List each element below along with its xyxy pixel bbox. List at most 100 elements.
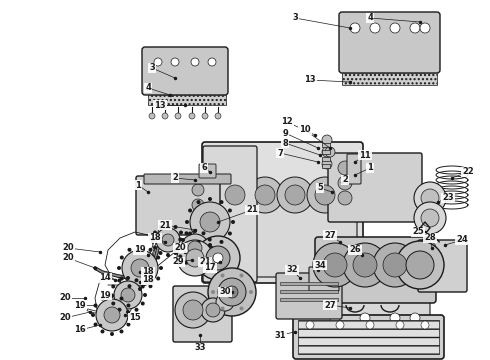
Circle shape bbox=[109, 293, 113, 297]
Text: 28: 28 bbox=[424, 234, 436, 243]
Circle shape bbox=[173, 225, 177, 229]
Circle shape bbox=[213, 253, 223, 263]
Circle shape bbox=[249, 290, 253, 294]
Circle shape bbox=[175, 113, 181, 119]
Circle shape bbox=[353, 253, 377, 277]
Circle shape bbox=[183, 300, 203, 320]
Circle shape bbox=[134, 278, 139, 282]
Circle shape bbox=[110, 332, 114, 336]
Text: 14: 14 bbox=[99, 274, 111, 283]
Circle shape bbox=[159, 266, 163, 270]
Circle shape bbox=[141, 302, 145, 306]
Circle shape bbox=[162, 234, 174, 246]
FancyBboxPatch shape bbox=[339, 12, 440, 73]
Circle shape bbox=[120, 276, 124, 280]
Circle shape bbox=[307, 177, 343, 213]
Circle shape bbox=[185, 220, 189, 224]
Circle shape bbox=[177, 240, 213, 276]
Text: 15: 15 bbox=[129, 314, 141, 323]
Circle shape bbox=[186, 249, 204, 267]
Circle shape bbox=[121, 288, 135, 302]
Circle shape bbox=[421, 189, 439, 207]
Circle shape bbox=[322, 135, 332, 145]
Text: 12: 12 bbox=[281, 117, 293, 126]
FancyBboxPatch shape bbox=[142, 47, 228, 95]
Circle shape bbox=[323, 253, 347, 277]
Circle shape bbox=[181, 238, 185, 242]
FancyBboxPatch shape bbox=[276, 273, 342, 319]
Circle shape bbox=[171, 58, 179, 66]
Circle shape bbox=[370, 23, 380, 33]
Text: 1: 1 bbox=[367, 163, 373, 172]
Circle shape bbox=[322, 147, 332, 157]
Circle shape bbox=[193, 229, 197, 233]
FancyBboxPatch shape bbox=[136, 176, 220, 235]
FancyBboxPatch shape bbox=[316, 293, 430, 352]
Circle shape bbox=[217, 177, 253, 213]
Circle shape bbox=[336, 321, 344, 329]
Circle shape bbox=[208, 238, 212, 242]
Circle shape bbox=[208, 243, 212, 247]
Circle shape bbox=[196, 236, 240, 280]
Text: 10: 10 bbox=[299, 126, 311, 135]
Circle shape bbox=[330, 313, 340, 323]
FancyBboxPatch shape bbox=[347, 154, 361, 184]
Circle shape bbox=[410, 313, 420, 323]
Text: 27: 27 bbox=[324, 301, 336, 310]
Text: 7: 7 bbox=[277, 148, 283, 158]
Circle shape bbox=[153, 246, 157, 249]
Circle shape bbox=[179, 230, 183, 234]
Circle shape bbox=[173, 251, 177, 255]
Circle shape bbox=[148, 248, 152, 252]
Circle shape bbox=[201, 298, 225, 322]
Bar bbox=[298, 320, 439, 354]
Circle shape bbox=[228, 208, 232, 212]
Circle shape bbox=[216, 293, 234, 311]
Circle shape bbox=[178, 255, 182, 258]
Circle shape bbox=[208, 255, 212, 258]
Text: 3: 3 bbox=[149, 63, 155, 72]
FancyBboxPatch shape bbox=[203, 146, 257, 282]
Bar bbox=[148, 95, 226, 105]
Text: 27: 27 bbox=[324, 230, 336, 239]
Circle shape bbox=[178, 238, 182, 242]
Circle shape bbox=[196, 240, 200, 244]
Text: 24: 24 bbox=[456, 235, 468, 244]
Circle shape bbox=[94, 303, 98, 307]
Circle shape bbox=[240, 274, 244, 278]
Circle shape bbox=[191, 58, 199, 66]
Circle shape bbox=[118, 308, 122, 312]
Circle shape bbox=[421, 321, 429, 329]
Circle shape bbox=[111, 302, 115, 306]
Text: 21: 21 bbox=[246, 206, 258, 215]
Circle shape bbox=[162, 113, 168, 119]
Circle shape bbox=[143, 293, 147, 297]
Circle shape bbox=[277, 177, 313, 213]
Circle shape bbox=[414, 182, 446, 214]
Circle shape bbox=[211, 290, 215, 294]
Circle shape bbox=[228, 231, 232, 235]
Circle shape bbox=[196, 200, 200, 204]
Circle shape bbox=[383, 253, 407, 277]
Circle shape bbox=[200, 212, 220, 232]
Circle shape bbox=[110, 294, 114, 298]
Text: 34: 34 bbox=[314, 261, 326, 270]
Circle shape bbox=[208, 58, 216, 66]
Circle shape bbox=[406, 251, 434, 279]
Circle shape bbox=[96, 299, 128, 331]
Circle shape bbox=[156, 228, 180, 252]
Circle shape bbox=[176, 246, 180, 250]
Circle shape bbox=[424, 242, 436, 254]
Text: 19: 19 bbox=[134, 246, 146, 255]
FancyBboxPatch shape bbox=[202, 142, 363, 283]
Circle shape bbox=[247, 177, 283, 213]
FancyBboxPatch shape bbox=[328, 153, 422, 222]
Circle shape bbox=[193, 263, 197, 267]
Circle shape bbox=[220, 200, 223, 204]
Circle shape bbox=[313, 243, 357, 287]
Circle shape bbox=[206, 246, 230, 270]
Circle shape bbox=[120, 297, 123, 301]
Circle shape bbox=[396, 321, 404, 329]
Text: 2: 2 bbox=[342, 175, 348, 184]
Circle shape bbox=[190, 202, 230, 242]
